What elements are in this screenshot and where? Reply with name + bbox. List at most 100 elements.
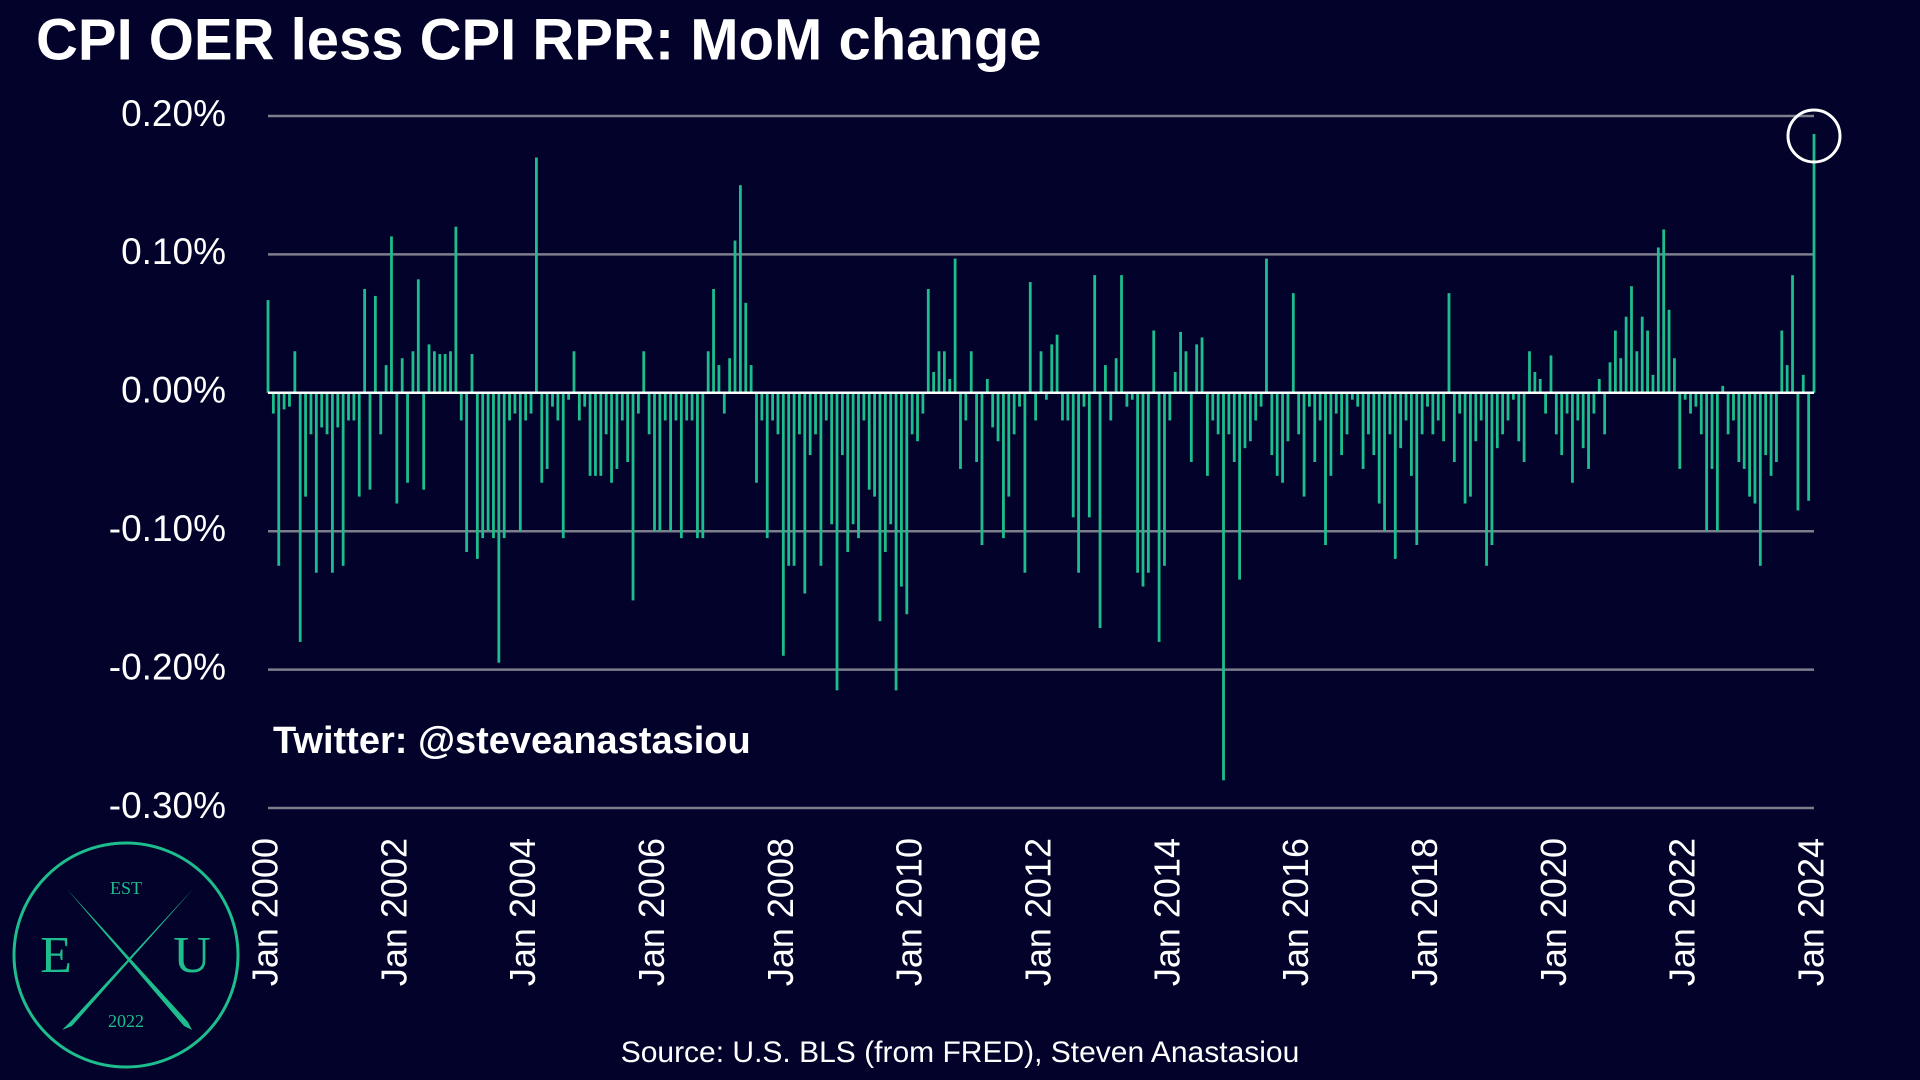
bar xyxy=(1120,275,1123,393)
bar xyxy=(438,354,442,393)
y-tick-label: 0.00% xyxy=(121,370,226,411)
bar xyxy=(1699,392,1703,435)
bar xyxy=(1104,365,1107,393)
bar xyxy=(1694,392,1698,407)
bar xyxy=(980,392,984,546)
bar xyxy=(577,392,581,421)
bar xyxy=(749,365,753,393)
bar xyxy=(1093,275,1097,393)
bar xyxy=(1227,392,1231,435)
bar xyxy=(728,358,732,393)
logo-text: U xyxy=(173,927,211,984)
bar xyxy=(1302,392,1306,497)
bar xyxy=(395,392,399,504)
bar xyxy=(1415,392,1419,546)
x-tick-label: Jan 2022 xyxy=(1662,838,1703,986)
bar xyxy=(373,295,377,393)
bar xyxy=(1511,392,1515,400)
bar xyxy=(1458,392,1462,414)
bar xyxy=(1114,358,1118,393)
bar xyxy=(883,392,887,552)
bar xyxy=(1769,392,1773,476)
bar xyxy=(1308,392,1311,407)
bar xyxy=(1592,392,1596,414)
bar xyxy=(1678,392,1682,469)
bar xyxy=(921,392,925,414)
bar xyxy=(400,358,404,393)
bar xyxy=(1581,392,1585,449)
bar xyxy=(1436,392,1440,421)
bar xyxy=(1651,374,1655,393)
bar xyxy=(1571,392,1574,483)
bar xyxy=(1807,392,1811,501)
bar xyxy=(1463,392,1467,504)
bar xyxy=(1490,392,1494,546)
bar xyxy=(406,392,409,483)
bar xyxy=(1313,392,1317,462)
bar xyxy=(1683,392,1687,400)
bar xyxy=(744,302,748,393)
bar xyxy=(449,351,452,393)
bar xyxy=(331,392,334,573)
bar xyxy=(604,392,608,435)
bar xyxy=(1613,330,1617,393)
bar xyxy=(266,300,270,393)
bar xyxy=(1286,392,1290,442)
bar xyxy=(985,378,989,393)
bar xyxy=(900,392,903,587)
bar xyxy=(384,365,388,393)
bar xyxy=(1608,362,1612,393)
bar xyxy=(1146,392,1150,573)
bar xyxy=(1565,392,1569,414)
bar xyxy=(862,392,866,421)
bar xyxy=(781,392,785,656)
bar xyxy=(1656,247,1660,393)
bar xyxy=(819,392,823,566)
bar xyxy=(1173,372,1177,393)
bar xyxy=(991,392,995,428)
bar xyxy=(814,392,817,435)
bar xyxy=(390,236,393,393)
bar xyxy=(658,392,662,532)
bar xyxy=(1780,330,1784,393)
bar xyxy=(760,392,764,421)
bar xyxy=(1238,392,1242,580)
bar xyxy=(642,351,646,393)
bar xyxy=(1087,392,1091,518)
bar xyxy=(1082,392,1086,407)
bar xyxy=(771,392,774,421)
bar xyxy=(1265,258,1268,393)
bar xyxy=(1753,392,1757,504)
bar xyxy=(808,392,812,456)
bar xyxy=(481,392,485,539)
bar xyxy=(1635,351,1639,393)
bar xyxy=(765,392,769,539)
bar xyxy=(878,392,882,622)
bar xyxy=(996,392,1000,442)
bar xyxy=(1297,392,1301,435)
bar xyxy=(459,392,463,421)
bar xyxy=(1485,392,1488,566)
bar xyxy=(1168,392,1172,421)
bar xyxy=(1184,351,1188,393)
bar xyxy=(679,392,683,539)
bar xyxy=(830,392,834,525)
bar xyxy=(1705,392,1709,532)
bar xyxy=(529,392,533,414)
bar xyxy=(508,392,511,421)
bar xyxy=(663,392,667,421)
bar xyxy=(1179,331,1182,393)
bar xyxy=(1506,392,1510,421)
bar xyxy=(1356,392,1360,407)
bar xyxy=(1334,392,1338,414)
bar xyxy=(1801,374,1805,393)
bar xyxy=(341,392,345,566)
bar xyxy=(1109,392,1113,421)
bar xyxy=(1211,392,1215,421)
bar xyxy=(1469,392,1472,497)
bar xyxy=(486,392,490,532)
bar xyxy=(873,392,876,497)
x-tick-label: Jan 2002 xyxy=(373,838,414,986)
